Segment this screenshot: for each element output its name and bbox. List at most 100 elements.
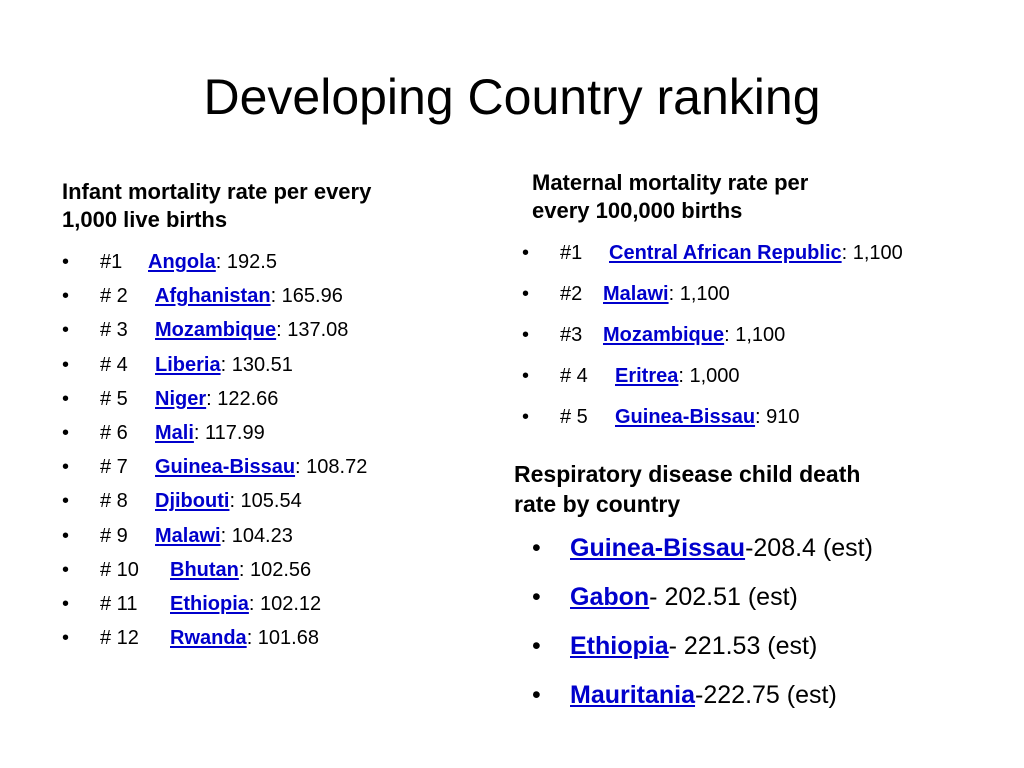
- value-text: : 105.54: [229, 490, 302, 513]
- country-link[interactable]: Guinea-Bissau: [155, 456, 296, 479]
- country-link[interactable]: Djibouti: [155, 490, 230, 513]
- respiratory-heading: Respiratory disease child death rate by …: [514, 459, 860, 519]
- infant-heading: Infant mortality rate per every 1,000 li…: [62, 178, 371, 234]
- country-link[interactable]: Mauritania: [570, 681, 696, 709]
- value-text: - 202.51 (est): [649, 583, 798, 611]
- value-text: : 1,100: [724, 324, 786, 346]
- rank-label: # 9: [100, 524, 128, 547]
- value-text: -222.75 (est): [695, 681, 837, 709]
- bullet-icon: •: [62, 422, 70, 444]
- value-text: : 102.12: [248, 593, 322, 615]
- bullet-icon: •: [62, 353, 70, 376]
- value-text: - 221.53 (est): [668, 632, 818, 660]
- entry: Angola: 192.5: [148, 250, 277, 274]
- value-text: : 122.66: [206, 387, 279, 410]
- entry: Liberia: 130.51: [155, 353, 293, 377]
- bullet-icon: •: [62, 593, 70, 615]
- country-link[interactable]: Niger: [155, 387, 207, 410]
- value-text: : 104.23: [220, 524, 293, 547]
- rank-label: # 7: [100, 456, 128, 479]
- country-link[interactable]: Liberia: [155, 353, 221, 376]
- rank-label: #2: [560, 283, 583, 305]
- rank-label: # 2: [100, 285, 128, 308]
- respiratory-heading-line1: Respiratory disease child death: [514, 461, 861, 487]
- value-text: -208.4 (est): [745, 534, 873, 562]
- bullet-icon: •: [62, 319, 70, 342]
- entry: Mozambique: 137.08: [155, 318, 348, 342]
- bullet-icon: •: [522, 365, 530, 387]
- value-text: : 117.99: [193, 422, 265, 444]
- entry: Afghanistan: 165.96: [155, 284, 343, 308]
- country-link[interactable]: Rwanda: [170, 627, 247, 650]
- bullet-icon: •: [522, 283, 530, 305]
- value-text: : 137.08: [276, 319, 349, 342]
- country-link[interactable]: Bhutan: [170, 558, 239, 581]
- rank-label: #1: [560, 242, 583, 264]
- country-link[interactable]: Malawi: [155, 524, 221, 547]
- bullet-icon: •: [522, 324, 530, 346]
- bullet-icon: •: [532, 583, 541, 611]
- rank-label: # 3: [100, 319, 128, 342]
- rank-label: # 6: [100, 422, 128, 444]
- value-text: : 102.56: [238, 558, 312, 581]
- entry: Mauritania-222.75 (est): [570, 680, 837, 710]
- country-link[interactable]: Mozambique: [603, 324, 725, 346]
- bullet-icon: •: [532, 534, 541, 562]
- entry: Mozambique: 1,100: [603, 323, 785, 347]
- infant-heading-line1: Infant mortality rate per every: [62, 179, 372, 204]
- entry: Ethiopia- 221.53 (est): [570, 631, 817, 661]
- value-text: : 1,100: [668, 283, 730, 305]
- rank-label: # 4: [100, 353, 128, 376]
- rank-label: # 10: [100, 558, 139, 581]
- country-link[interactable]: Guinea-Bissau: [615, 406, 756, 428]
- rank-label: #3: [560, 324, 583, 346]
- entry: Gabon- 202.51 (est): [570, 582, 798, 612]
- entry: Djibouti: 105.54: [155, 489, 302, 513]
- value-text: : 165.96: [270, 285, 343, 308]
- entry: Bhutan: 102.56: [170, 558, 311, 582]
- respiratory-heading-line2: rate by country: [514, 491, 681, 517]
- bullet-icon: •: [62, 251, 70, 273]
- rank-label: # 8: [100, 490, 128, 513]
- bullet-icon: •: [62, 627, 70, 650]
- maternal-heading: Maternal mortality rate per every 100,00…: [532, 169, 808, 225]
- rank-label: # 12: [100, 627, 139, 650]
- value-text: : 130.51: [220, 353, 293, 376]
- maternal-heading-line2: every 100,000 births: [532, 198, 743, 223]
- bullet-icon: •: [532, 632, 541, 660]
- bullet-icon: •: [532, 681, 541, 709]
- country-link[interactable]: Afghanistan: [155, 285, 271, 308]
- country-link[interactable]: Central African Republic: [609, 242, 842, 264]
- rank-label: # 5: [560, 406, 588, 428]
- value-text: : 101.68: [246, 627, 319, 650]
- country-link[interactable]: Eritrea: [615, 365, 679, 387]
- rank-label: #1: [100, 251, 123, 273]
- entry: Central African Republic: 1,100: [609, 241, 903, 265]
- value-text: : 1,000: [678, 365, 740, 387]
- bullet-icon: •: [522, 406, 530, 428]
- entry: Guinea-Bissau: 108.72: [155, 455, 367, 479]
- country-link[interactable]: Angola: [148, 251, 216, 273]
- value-text: : 192.5: [215, 251, 277, 273]
- country-link[interactable]: Ethiopia: [170, 593, 249, 615]
- country-link[interactable]: Mozambique: [155, 319, 277, 342]
- country-link[interactable]: Malawi: [603, 283, 669, 305]
- bullet-icon: •: [62, 456, 70, 479]
- entry: Malawi: 104.23: [155, 524, 293, 548]
- slide-title: Developing Country ranking: [203, 69, 821, 125]
- country-link[interactable]: Ethiopia: [570, 632, 669, 660]
- entry: Malawi: 1,100: [603, 282, 730, 306]
- country-link[interactable]: Mali: [155, 422, 194, 444]
- entry: Niger: 122.66: [155, 387, 278, 411]
- country-link[interactable]: Gabon: [570, 583, 650, 611]
- entry: Ethiopia: 102.12: [170, 592, 321, 616]
- entry: Guinea-Bissau-208.4 (est): [570, 533, 873, 563]
- bullet-icon: •: [62, 524, 70, 547]
- country-link[interactable]: Guinea-Bissau: [570, 534, 746, 562]
- maternal-heading-line1: Maternal mortality rate per: [532, 170, 809, 195]
- bullet-icon: •: [522, 242, 530, 264]
- entry: Eritrea: 1,000: [615, 364, 740, 388]
- entry: Guinea-Bissau: 910: [615, 405, 800, 429]
- entry: Rwanda: 101.68: [170, 626, 319, 650]
- value-text: : 108.72: [295, 456, 368, 479]
